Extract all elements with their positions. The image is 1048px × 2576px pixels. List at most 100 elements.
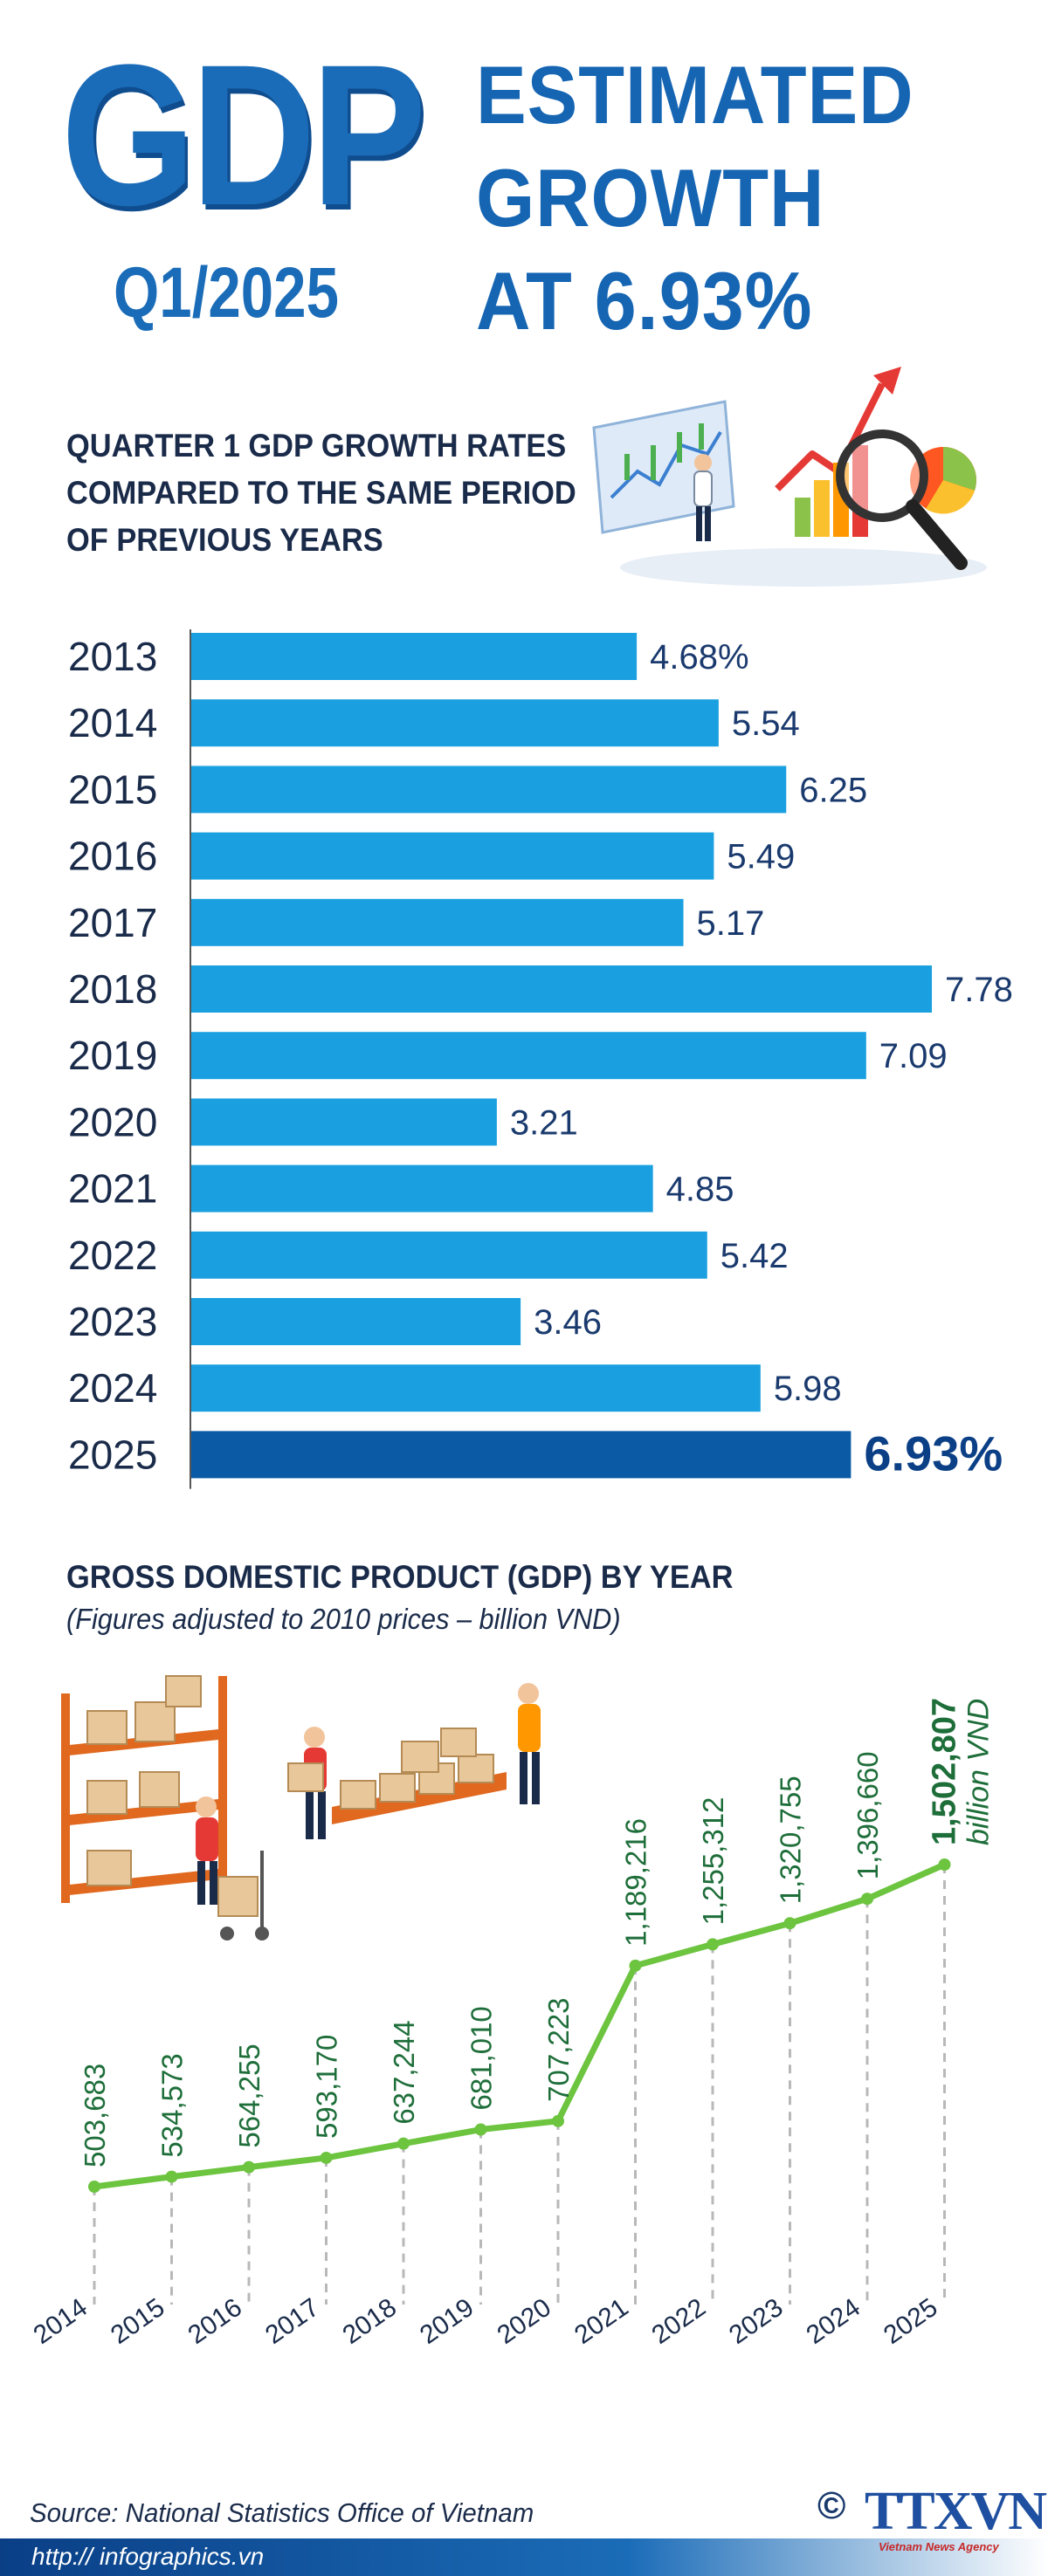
bar-value-label: 3.46 — [534, 1303, 602, 1342]
line-chart-subtitle: (Figures adjusted to 2010 prices – billi… — [66, 1603, 621, 1635]
bar — [191, 965, 933, 1013]
shelf-icon — [61, 1675, 227, 1903]
data-point — [320, 2151, 333, 2164]
value-label: 1,502,807 — [927, 1698, 963, 1845]
bar — [191, 1164, 653, 1212]
bar-value-label: 3.21 — [510, 1103, 578, 1142]
value-label: 593,170 — [311, 2035, 343, 2139]
value-label: 1,396,660 — [852, 1751, 884, 1879]
gdp-series-line — [93, 1861, 946, 2190]
growth-arrow-icon — [775, 367, 901, 491]
website-link[interactable]: http:// infographics.vn — [31, 2543, 265, 2570]
bar — [191, 1231, 707, 1279]
data-point — [938, 1858, 951, 1871]
copyright-icon: © — [817, 2484, 846, 2527]
data-point — [783, 1917, 796, 1930]
year-label: 2019 — [68, 1033, 157, 1078]
x-tick-label: 2015 — [106, 2293, 170, 2350]
bar-value-label: 5.49 — [727, 838, 795, 876]
worker-icon — [196, 1796, 269, 1941]
x-tick-label: 2021 — [569, 2293, 634, 2350]
bar-value-label: 7.09 — [879, 1037, 948, 1075]
quarter-label: Q1/2025 — [114, 253, 339, 333]
gdp-line-chart: 503,683 2014 534,573 2015 564,255 2016 593,170… — [28, 1698, 996, 2350]
ttxvn-logo: TTXVN — [865, 2482, 1047, 2541]
x-tick-label: 2017 — [260, 2293, 325, 2350]
data-point — [707, 1938, 719, 1951]
year-label: 2018 — [68, 966, 157, 1012]
year-label: 2025 — [68, 1432, 157, 1477]
x-tick-label: 2014 — [28, 2293, 93, 2350]
year-label: 2016 — [68, 834, 157, 879]
x-tick-label: 2020 — [492, 2293, 556, 2350]
x-tick-label: 2019 — [415, 2293, 479, 2350]
value-label: 707,223 — [542, 1998, 575, 2102]
bar-value-label: 5.42 — [720, 1237, 789, 1275]
value-label: 1,320,755 — [775, 1776, 807, 1904]
x-tick-label: 2025 — [879, 2293, 943, 2350]
x-tick-label: 2023 — [724, 2293, 789, 2350]
person-icon — [693, 454, 713, 541]
year-label: 2020 — [68, 1099, 157, 1144]
data-point — [88, 2181, 100, 2193]
value-label: 1,189,216 — [620, 1818, 652, 1947]
magnifier-icon — [836, 429, 968, 570]
bar-chart-title: QUARTER 1 GDP GROWTH RATES COMPARED TO T… — [66, 428, 576, 558]
unit-label: billion VND — [962, 1699, 996, 1845]
ttxvn-logo-subtitle: Vietnam News Agency — [879, 2540, 999, 2553]
data-point — [397, 2137, 410, 2150]
bar — [191, 1098, 497, 1146]
year-label: 2023 — [68, 1299, 157, 1344]
bar — [191, 832, 714, 880]
headline-line-3: AT 6.93% — [476, 255, 813, 347]
year-label: 2021 — [68, 1166, 157, 1212]
bar-value-label: 7.78 — [945, 971, 1013, 1009]
x-tick-label: 2018 — [337, 2293, 402, 2350]
worker-carrying-box-icon — [287, 1727, 327, 1839]
warehouse-illustration — [61, 1675, 541, 1941]
year-label: 2015 — [68, 766, 157, 812]
year-label: 2024 — [68, 1365, 157, 1411]
x-tick-label: 2016 — [183, 2293, 247, 2350]
bar — [191, 1364, 761, 1412]
bar-value-label: 5.98 — [774, 1370, 842, 1408]
bar-value-label: 6.93% — [864, 1425, 1003, 1480]
year-label: 2017 — [68, 900, 157, 945]
value-label: 637,244 — [388, 2020, 420, 2124]
x-tick-label: 2022 — [646, 2293, 711, 2350]
bar — [191, 898, 684, 946]
value-label: 503,683 — [79, 2064, 111, 2167]
x-tick-label: 2024 — [801, 2293, 865, 2350]
pallet-boxes-icon — [332, 1728, 507, 1824]
bar-value-label: 5.54 — [732, 704, 800, 743]
value-label: 564,255 — [233, 2044, 265, 2147]
bar — [191, 699, 719, 747]
bar-value-label: 4.85 — [666, 1171, 734, 1209]
bar — [191, 1032, 866, 1080]
line-chart-title: GROSS DOMESTIC PRODUCT (GDP) BY YEAR — [66, 1559, 734, 1595]
bar — [191, 1298, 521, 1345]
bar — [191, 766, 787, 814]
data-point — [474, 2123, 487, 2136]
data-point — [629, 1959, 642, 1972]
headline-line-1: ESTIMATED — [476, 49, 914, 141]
worker-orange-icon — [518, 1683, 541, 1804]
bar-value-label: 5.17 — [697, 904, 765, 943]
value-label: 1,255,312 — [697, 1797, 729, 1926]
growth-bar-chart: 2013 4.68% 2014 5.54 2015 6.25 2016 5.49 2017 5.1… — [68, 629, 1013, 1489]
year-label: 2014 — [68, 700, 157, 745]
year-label: 2013 — [68, 634, 157, 679]
headline-line-2: GROWTH — [476, 152, 825, 244]
bar-value-label: 4.68% — [650, 638, 748, 677]
data-point — [552, 2114, 564, 2127]
data-point — [165, 2170, 178, 2183]
gdp-heading: GDP — [61, 23, 426, 247]
value-label: 681,010 — [465, 2006, 498, 2110]
footer-bar — [0, 2538, 1048, 2576]
source-note: Source: National Statistics Office of Vi… — [30, 2497, 534, 2528]
data-point — [243, 2160, 255, 2174]
analysis-illustration — [592, 367, 987, 587]
data-point — [861, 1893, 873, 1906]
value-label: 534,573 — [156, 2053, 189, 2157]
bar-value-label: 6.25 — [799, 771, 867, 809]
